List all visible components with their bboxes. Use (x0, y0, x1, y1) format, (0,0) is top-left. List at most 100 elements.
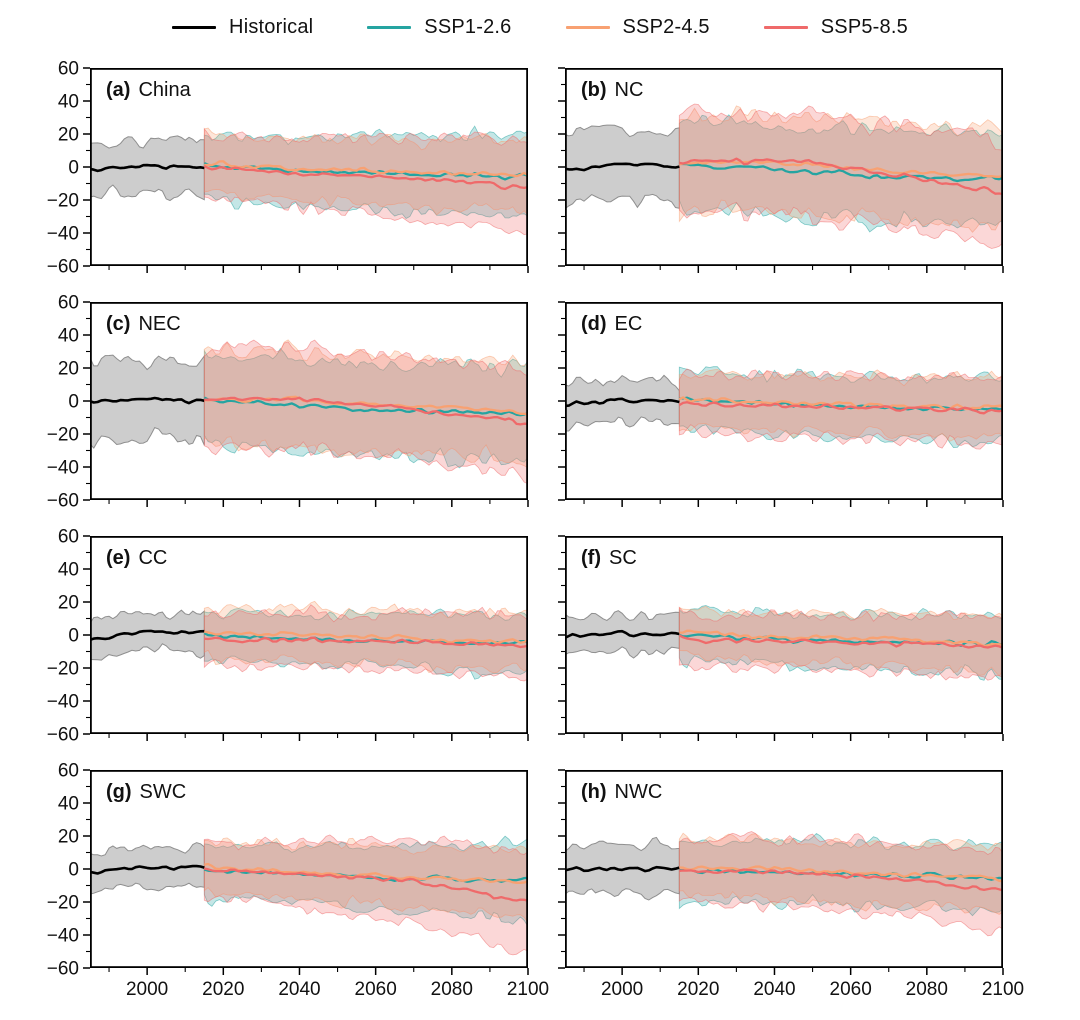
panel-f-chart: (f) SC (558, 535, 1004, 741)
y-tick-label: 0 (68, 626, 79, 647)
y-tick-label: 20 (58, 593, 79, 614)
line-ssp585 (678, 401, 1003, 415)
x-tick-label: 2060 (355, 979, 397, 1000)
band-ssp585 (203, 127, 528, 236)
panel-frame (564, 301, 1004, 500)
y-tick-label: 60 (58, 59, 79, 80)
axis-ticks (558, 535, 1004, 741)
x-tick-label: 2000 (601, 979, 643, 1000)
panel-region: SWC (140, 781, 187, 803)
panel-a-chart: 60 40 20 0 −20 −40 −60 (a) China (47, 59, 529, 278)
axis-ticks (83, 301, 529, 507)
historical-line-swatch-icon (172, 25, 217, 30)
legend-item-ssp585: SSP5-8.5 (763, 16, 908, 39)
panel-b-chart: (b) NC (558, 67, 1004, 273)
band-ssp585 (203, 604, 528, 682)
line-ssp126 (679, 868, 1003, 881)
line-ssp126 (679, 162, 1003, 183)
x-tick-label: 2040 (278, 979, 320, 1000)
panel-letter: (b) (581, 79, 607, 101)
panel-frame (89, 769, 529, 968)
x-tick-label: 2060 (830, 979, 872, 1000)
panel-title: (f) SC (581, 547, 637, 569)
panel-letter: (e) (106, 547, 130, 569)
y-tick-label: −20 (47, 659, 79, 680)
axis-ticks (83, 769, 529, 975)
line-ssp245 (204, 630, 528, 645)
panel-title: (h) NWC (581, 781, 662, 803)
panel-title: (d) EC (581, 313, 642, 335)
y-tick-label: 40 (58, 326, 79, 347)
y-tick-label: 60 (58, 761, 79, 782)
legend-label: Historical (229, 16, 314, 38)
panel-region: SC (609, 547, 637, 569)
legend-item-historical: Historical (172, 16, 313, 39)
y-tick-label: −40 (47, 458, 79, 479)
band-ssp245 (203, 837, 528, 924)
legend: Historical SSP1-2.6 SSP2-4.5 SSP5-8.5 (0, 16, 1080, 39)
panel-frame (89, 301, 529, 500)
y-tick-label: −40 (47, 224, 79, 245)
legend-label: SSP5-8.5 (820, 16, 908, 38)
panel-g-chart: 60 40 20 0 −20 −40 −60 2000 2020 2040 2060 2080 2100… (47, 761, 549, 1001)
panel-letter: (g) (106, 781, 132, 803)
panel-letter: (f) (581, 547, 601, 569)
legend-label: SSP2-4.5 (622, 16, 710, 38)
line-ssp245 (204, 862, 528, 885)
x-tick-label: 2040 (753, 979, 795, 1000)
y-tick-label: −60 (47, 959, 79, 980)
x-tick-label: 2100 (982, 979, 1024, 1000)
band-ssp126 (678, 114, 1003, 233)
x-tick-label: 2020 (677, 979, 719, 1000)
y-tick-label: −60 (47, 491, 79, 512)
x-tick-label: 2100 (507, 979, 549, 1000)
axis-ticks (558, 769, 1004, 975)
line-ssp126 (203, 396, 528, 417)
axis-ticks (83, 535, 529, 741)
y-tick-label: 20 (58, 827, 79, 848)
panel-region: CC (138, 547, 167, 569)
line-ssp585 (203, 164, 528, 191)
line-ssp585 (679, 868, 1003, 892)
y-tick-label: 20 (58, 125, 79, 146)
axis-ticks (558, 301, 1004, 507)
band-historical (90, 609, 205, 661)
band-ssp126 (203, 608, 528, 680)
y-tick-label: −40 (47, 692, 79, 713)
panel-frame (564, 769, 1004, 968)
legend-label: SSP1-2.6 (424, 16, 512, 38)
panel-title: (a) China (106, 79, 192, 101)
panel-title: (e) CC (106, 547, 167, 569)
ssp585-line-swatch-icon (763, 25, 808, 30)
y-tick-label: −20 (47, 425, 79, 446)
panel-d-chart: (d) EC (558, 301, 1004, 507)
panel-frame (564, 67, 1004, 266)
y-tick-label: −60 (47, 725, 79, 746)
y-tick-label: 20 (58, 359, 79, 380)
y-tick-label: −20 (47, 191, 79, 212)
panel-frame (89, 67, 529, 266)
line-historical (565, 397, 680, 408)
band-ssp585 (678, 103, 1003, 249)
panel-letter: (a) (106, 79, 130, 101)
y-tick-label: 40 (58, 92, 79, 113)
panel-frame (89, 535, 529, 734)
x-tick-label: 2080 (431, 979, 473, 1000)
y-tick-label: 40 (58, 794, 79, 815)
panel-region: NC (615, 79, 644, 101)
panel-region: China (138, 79, 191, 101)
line-ssp585 (204, 636, 528, 649)
legend-item-ssp245: SSP2-4.5 (565, 16, 710, 39)
panel-title: (b) NC (581, 79, 643, 101)
y-tick-label: 0 (68, 392, 79, 413)
y-tick-label: 60 (58, 293, 79, 314)
x-tick-label: 2000 (126, 979, 168, 1000)
line-historical (90, 629, 205, 641)
band-ssp585 (203, 834, 528, 956)
panel-title: (g) SWC (106, 781, 186, 803)
panel-letter: (d) (581, 313, 607, 335)
line-ssp585 (204, 396, 528, 426)
ssp245-line-swatch-icon (565, 25, 610, 30)
line-historical (90, 864, 205, 875)
y-tick-label: 0 (68, 158, 79, 179)
